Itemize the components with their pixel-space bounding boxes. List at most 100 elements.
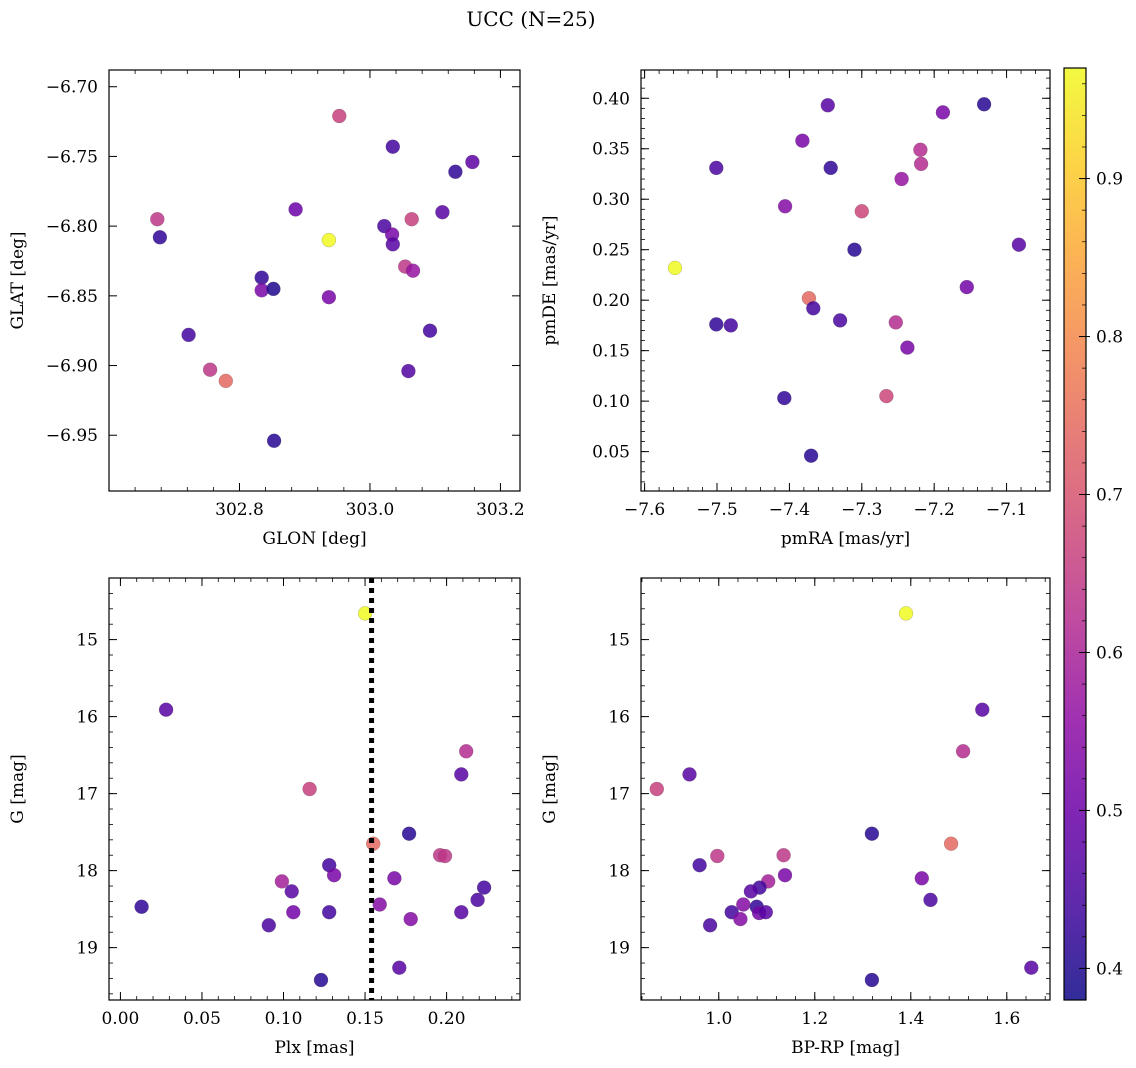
data-point — [702, 918, 718, 933]
data-point — [134, 899, 149, 914]
data-point — [454, 905, 469, 920]
x-tick-label: 0.20 — [428, 1009, 466, 1029]
x-tick-label: −7.4 — [769, 500, 810, 520]
data-point — [401, 363, 416, 379]
data-point — [879, 388, 894, 404]
figure-title: UCC (N=25) — [466, 7, 595, 31]
data-point — [274, 874, 290, 889]
y-tick-label: −6.70 — [46, 78, 98, 98]
data-point — [405, 263, 421, 278]
axes-frame — [640, 577, 1051, 1001]
data-point — [284, 884, 299, 899]
y-tick-label: 0.25 — [592, 241, 630, 261]
y-tick-label: 19 — [76, 939, 98, 959]
x-axis-label: Plx [mas] — [274, 1038, 354, 1058]
data-point — [976, 97, 992, 112]
x-tick-label: 0.10 — [265, 1009, 303, 1029]
data-point — [864, 972, 880, 988]
data-point — [454, 767, 469, 782]
data-point — [975, 702, 990, 717]
y-tick-label: 17 — [76, 785, 98, 805]
scatter-points — [134, 606, 492, 988]
x-tick-label: 303.2 — [476, 500, 525, 520]
data-point — [181, 327, 196, 343]
x-tick-label: 302.8 — [215, 500, 264, 520]
data-point — [894, 171, 909, 187]
colorbar-tick-label: 0.4 — [1096, 959, 1123, 979]
data-point — [401, 826, 417, 841]
data-point — [476, 880, 492, 895]
x-tick-label: 303.0 — [346, 500, 395, 520]
data-point — [820, 98, 835, 113]
scatter-points — [667, 97, 1027, 463]
data-point — [218, 373, 234, 389]
data-point — [935, 105, 951, 120]
y-axis-label: pmDE [mas/yr] — [540, 215, 560, 345]
data-point — [385, 139, 400, 154]
y-tick-label: 18 — [608, 862, 630, 882]
x-tick-label: 1.4 — [897, 1009, 924, 1029]
y-tick-label: −6.75 — [46, 147, 98, 167]
data-point — [823, 160, 838, 176]
data-point — [736, 897, 751, 912]
data-point — [372, 897, 387, 912]
data-point — [864, 826, 880, 841]
data-point — [776, 848, 791, 863]
panels-group: 302.8 303.0 303.2 −6.70 −6.75 −6.80 −6.85 −6.90… — [8, 69, 1051, 1058]
data-point — [357, 606, 373, 621]
data-point — [709, 160, 724, 176]
data-point — [710, 848, 725, 864]
data-point — [888, 315, 903, 330]
y-axis-label: G [mag] — [540, 754, 560, 823]
data-point — [847, 242, 862, 257]
y-tick-label: −6.90 — [46, 357, 98, 377]
y-tick-label: 19 — [608, 939, 630, 959]
data-point — [266, 433, 282, 448]
y-axis-label: G [mag] — [8, 754, 28, 823]
y-tick-label: 0.15 — [592, 342, 630, 362]
data-point — [288, 202, 303, 217]
data-point — [422, 323, 438, 338]
data-point — [795, 133, 810, 148]
data-point — [302, 781, 317, 797]
data-point — [758, 905, 773, 920]
data-point — [709, 317, 724, 332]
data-point — [733, 911, 748, 927]
colorbar-tick-label: 0.7 — [1096, 486, 1123, 506]
y-tick-label: 0.10 — [592, 392, 630, 412]
data-point — [649, 781, 664, 797]
colorbar-tick-label: 0.8 — [1096, 328, 1123, 348]
data-point — [152, 230, 168, 245]
data-point — [321, 290, 337, 305]
x-tick-label: −7.6 — [624, 500, 665, 520]
data-point — [854, 204, 869, 219]
panel-cmd: 1.0 1.2 1.4 1.6 15 16 17 18 19 BP-RP [mag] G [mag] — [540, 577, 1051, 1058]
colorbar: 0.4 0.5 0.6 0.7 0.8 0.9 — [1063, 67, 1123, 1001]
colorbar-fill — [1064, 68, 1086, 1000]
data-point — [403, 911, 418, 927]
y-tick-label: 0.40 — [592, 89, 630, 109]
data-point — [332, 108, 347, 124]
data-point — [743, 884, 759, 899]
data-point — [387, 871, 402, 886]
scatter-points — [150, 108, 480, 448]
axes-frame — [640, 69, 1051, 492]
x-axis-label: GLON [deg] — [262, 529, 366, 549]
data-point — [777, 199, 793, 214]
x-tick-label: 1.6 — [993, 1009, 1020, 1029]
data-point — [202, 362, 218, 377]
data-point — [900, 340, 915, 355]
x-tick-label: 0.05 — [183, 1009, 221, 1029]
data-point — [437, 848, 453, 864]
y-tick-label: 15 — [76, 631, 98, 651]
data-point — [313, 972, 329, 988]
x-tick-label: 1.2 — [801, 1009, 828, 1029]
x-axis-label: pmRA [mas/yr] — [781, 529, 910, 549]
data-point — [150, 211, 165, 227]
data-point — [254, 270, 269, 285]
data-point — [404, 211, 419, 227]
data-point — [913, 156, 929, 172]
panel-glon-glat: 302.8 303.0 303.2 −6.70 −6.75 −6.80 −6.85 −6.90… — [8, 69, 525, 549]
y-tick-label: 0.05 — [592, 443, 630, 463]
y-tick-label: −6.95 — [46, 426, 98, 446]
